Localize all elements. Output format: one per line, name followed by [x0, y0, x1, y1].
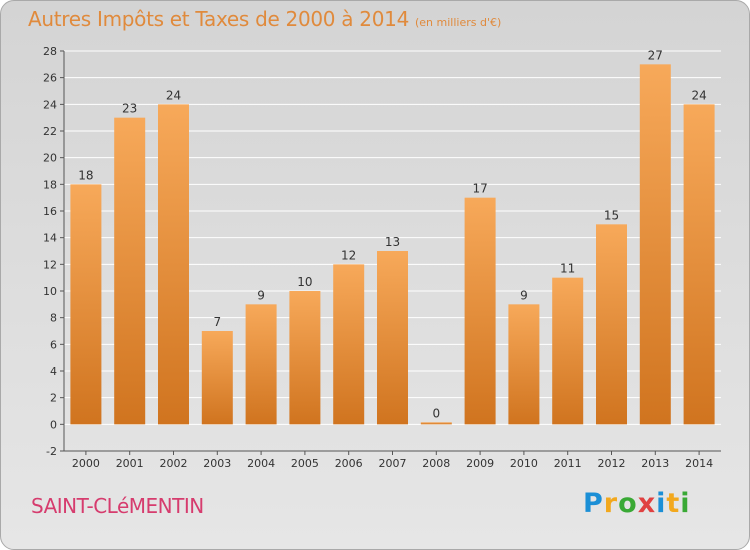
- y-tick-label: 28: [43, 45, 57, 58]
- x-tick-label: 2003: [203, 457, 231, 470]
- y-tick-label: 14: [43, 232, 57, 245]
- bar-value-label: 13: [385, 235, 400, 249]
- y-tick-label: 10: [43, 285, 57, 298]
- bar: [377, 251, 408, 425]
- bar-value-label: 27: [648, 48, 663, 62]
- x-tick-label: 2011: [554, 457, 582, 470]
- y-tick-label: 16: [43, 205, 57, 218]
- logo-letter: P: [583, 488, 604, 519]
- bar-value-label: 24: [166, 88, 181, 102]
- logo-letter: i: [680, 488, 691, 519]
- bar: [333, 264, 365, 425]
- logo-letter: o: [618, 488, 638, 519]
- y-tick-label: 6: [50, 338, 57, 351]
- x-tick-label: 2014: [685, 457, 713, 470]
- y-tick-label: 12: [43, 258, 57, 271]
- proxiti-logo: Proxiti: [583, 488, 691, 519]
- y-tick-label: 22: [43, 125, 57, 138]
- bar: [596, 224, 627, 425]
- y-tick-label: 26: [43, 72, 57, 85]
- x-tick-label: 2002: [160, 457, 188, 470]
- bar-value-label: 24: [691, 88, 706, 102]
- x-tick-label: 2008: [422, 457, 450, 470]
- bar: [639, 64, 671, 425]
- x-tick-label: 2007: [379, 457, 407, 470]
- chart-title: Autres Impôts et Taxes de 2000 à 2014 (en…: [28, 7, 501, 31]
- bar: [289, 291, 321, 425]
- bar-value-label: 0: [432, 406, 440, 420]
- x-tick-label: 2000: [72, 457, 100, 470]
- bar-value-label: 7: [213, 315, 221, 329]
- x-tick-label: 2010: [510, 457, 538, 470]
- bar-value-label: 9: [257, 288, 265, 302]
- bar-value-label: 15: [604, 208, 619, 222]
- x-tick-label: 2004: [247, 457, 275, 470]
- bar-value-label: 11: [560, 262, 575, 276]
- bar-value-label: 17: [472, 182, 487, 196]
- bar-value-label: 23: [122, 102, 137, 116]
- x-tick-label: 2013: [641, 457, 669, 470]
- bars: 18 23 24 7 9 10 12 13 0 17 9 11 15 27 24: [70, 48, 715, 425]
- x-tick-label: 2001: [116, 457, 144, 470]
- x-tick-label: 2005: [291, 457, 319, 470]
- x-tick-label: 2009: [466, 457, 494, 470]
- bar: [508, 304, 540, 425]
- bar: [420, 422, 452, 425]
- x-tick-label: 2006: [335, 457, 363, 470]
- logo-letter: x: [637, 488, 657, 519]
- bar: [114, 117, 146, 425]
- bar: [70, 184, 102, 425]
- y-tick-label: -2: [46, 445, 57, 458]
- y-tick-label: 20: [43, 152, 57, 165]
- y-tick-label: 4: [50, 365, 57, 378]
- y-tick-label: 8: [50, 312, 57, 325]
- y-tick-label: 0: [50, 418, 57, 431]
- logo-letter: i: [656, 488, 667, 519]
- bar-value-label: 18: [78, 168, 93, 182]
- bar: [683, 104, 715, 425]
- bar-value-label: 10: [297, 275, 312, 289]
- bar-value-label: 9: [520, 288, 528, 302]
- y-tick-label: 24: [43, 98, 57, 111]
- bar: [464, 197, 496, 425]
- bar: [245, 304, 277, 425]
- y-tick-label: 18: [43, 178, 57, 191]
- x-tick-label: 2012: [598, 457, 626, 470]
- chart-title-main: Autres Impôts et Taxes de 2000 à 2014: [28, 7, 409, 31]
- bar-value-label: 12: [341, 248, 356, 262]
- chart-title-unit: (en milliers d'€): [415, 16, 502, 29]
- bar: [158, 104, 189, 425]
- logo-letter: r: [603, 488, 619, 519]
- place-name: SAINT-CLéMENTIN: [31, 494, 204, 518]
- bar: [552, 277, 584, 425]
- y-tick-label: 2: [50, 392, 57, 405]
- bar: [201, 331, 233, 425]
- logo-letter: t: [666, 488, 681, 519]
